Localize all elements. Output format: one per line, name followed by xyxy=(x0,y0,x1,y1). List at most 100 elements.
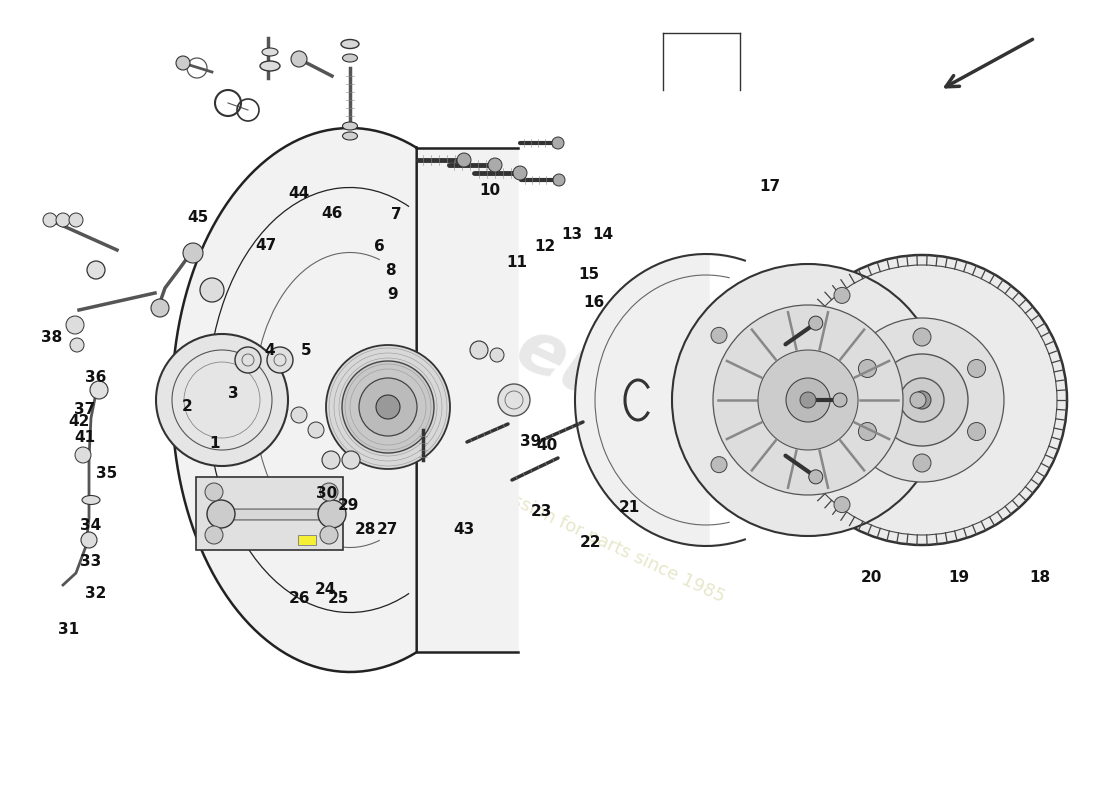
Text: 15: 15 xyxy=(578,267,600,282)
Circle shape xyxy=(235,347,261,373)
Circle shape xyxy=(81,532,97,548)
Circle shape xyxy=(553,174,565,186)
Text: 19: 19 xyxy=(948,570,970,585)
Text: 12: 12 xyxy=(534,239,556,254)
Text: 11: 11 xyxy=(506,255,528,270)
Circle shape xyxy=(876,354,968,446)
Text: 6: 6 xyxy=(374,239,385,254)
Circle shape xyxy=(376,395,400,419)
Circle shape xyxy=(913,454,931,472)
Ellipse shape xyxy=(341,39,359,49)
Circle shape xyxy=(833,393,847,407)
Text: 18: 18 xyxy=(1028,570,1050,585)
Circle shape xyxy=(834,497,850,513)
Text: 41: 41 xyxy=(74,430,96,445)
Text: 27: 27 xyxy=(376,522,398,537)
Ellipse shape xyxy=(262,48,278,56)
Circle shape xyxy=(342,451,360,469)
Ellipse shape xyxy=(342,132,358,140)
Text: 22: 22 xyxy=(580,535,602,550)
Text: 37: 37 xyxy=(74,402,96,417)
Text: 5: 5 xyxy=(300,343,311,358)
Text: 29: 29 xyxy=(338,498,360,513)
Circle shape xyxy=(456,153,471,167)
Ellipse shape xyxy=(342,122,358,130)
Circle shape xyxy=(75,447,91,463)
Text: 8: 8 xyxy=(385,263,396,278)
Text: 7: 7 xyxy=(390,207,402,222)
Circle shape xyxy=(308,422,324,438)
Circle shape xyxy=(968,359,986,378)
Circle shape xyxy=(786,378,830,422)
Circle shape xyxy=(913,391,931,409)
Circle shape xyxy=(205,483,223,501)
Text: 14: 14 xyxy=(592,227,614,242)
Circle shape xyxy=(834,287,850,303)
Circle shape xyxy=(176,56,190,70)
Text: 32: 32 xyxy=(85,586,107,601)
Text: 35: 35 xyxy=(96,466,118,481)
Text: 28: 28 xyxy=(354,522,376,537)
Circle shape xyxy=(900,378,944,422)
Polygon shape xyxy=(172,128,518,672)
Circle shape xyxy=(66,316,84,334)
Text: 31: 31 xyxy=(57,622,79,637)
Circle shape xyxy=(56,213,70,227)
Ellipse shape xyxy=(342,54,358,62)
Text: 13: 13 xyxy=(561,227,583,242)
Circle shape xyxy=(808,470,823,484)
Text: 38: 38 xyxy=(41,330,63,345)
Circle shape xyxy=(711,327,727,343)
Circle shape xyxy=(800,392,816,408)
Circle shape xyxy=(513,166,527,180)
Circle shape xyxy=(151,299,169,317)
Text: 25: 25 xyxy=(328,591,350,606)
Circle shape xyxy=(320,526,338,544)
Circle shape xyxy=(758,350,858,450)
Text: 33: 33 xyxy=(79,554,101,569)
Circle shape xyxy=(470,341,488,359)
Text: 3: 3 xyxy=(228,386,239,401)
Circle shape xyxy=(808,316,823,330)
Circle shape xyxy=(498,384,530,416)
Circle shape xyxy=(326,345,450,469)
Circle shape xyxy=(913,328,931,346)
Circle shape xyxy=(858,422,877,441)
Circle shape xyxy=(292,407,307,423)
Text: 20: 20 xyxy=(860,570,882,585)
Text: 43: 43 xyxy=(453,522,475,537)
Circle shape xyxy=(968,422,986,441)
Circle shape xyxy=(840,318,1004,482)
Circle shape xyxy=(711,457,727,473)
Text: 39: 39 xyxy=(519,434,541,449)
Text: 34: 34 xyxy=(79,518,101,533)
Text: 16: 16 xyxy=(583,295,605,310)
Text: 21: 21 xyxy=(618,501,640,515)
Bar xyxy=(196,477,343,550)
Text: 26: 26 xyxy=(288,591,310,606)
Text: 36: 36 xyxy=(85,370,107,385)
Polygon shape xyxy=(575,254,743,546)
Circle shape xyxy=(70,338,84,352)
Circle shape xyxy=(359,378,417,436)
Circle shape xyxy=(205,526,223,544)
Text: 17: 17 xyxy=(759,179,781,194)
Circle shape xyxy=(320,483,338,501)
Circle shape xyxy=(318,500,346,528)
Text: eurocars: eurocars xyxy=(504,314,856,526)
Circle shape xyxy=(87,261,104,279)
Text: 9: 9 xyxy=(387,287,398,302)
Circle shape xyxy=(552,137,564,149)
Circle shape xyxy=(292,51,307,67)
Circle shape xyxy=(777,255,1067,545)
Circle shape xyxy=(156,334,288,466)
Text: 4: 4 xyxy=(264,343,275,358)
Text: 23: 23 xyxy=(530,505,552,519)
Circle shape xyxy=(910,392,926,408)
Circle shape xyxy=(183,243,204,263)
Text: 40: 40 xyxy=(536,438,558,453)
Circle shape xyxy=(858,359,877,378)
Circle shape xyxy=(342,361,435,453)
Text: 30: 30 xyxy=(316,486,338,501)
Ellipse shape xyxy=(82,495,100,505)
